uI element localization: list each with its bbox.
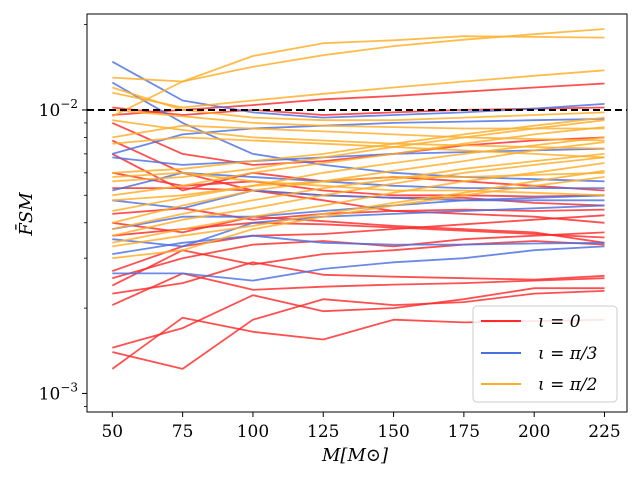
x-tick-label: 225 [588, 422, 620, 442]
series-line-iota_pi3-20 [112, 204, 605, 248]
plot-frame [86, 13, 628, 413]
x-tick-label: 175 [448, 422, 480, 442]
series-line-iota_0-16 [112, 82, 605, 116]
series-line-iota_0-5 [111, 240, 605, 287]
series-line-iota_pi3-25 [112, 118, 605, 155]
x-axis-label: M[M⊙] [321, 445, 389, 466]
series-line-iota_pi2-47 [112, 171, 605, 202]
series-line-iota_pi2-39 [112, 124, 605, 142]
x-tick-label: 150 [377, 422, 409, 442]
x-tick-label: 50 [101, 422, 123, 442]
series-line-iota_0-3 [111, 272, 605, 306]
series-line-iota_pi2-29 [112, 169, 605, 248]
y-tick-label: 10−2 [39, 97, 78, 121]
series-line-iota_0-1 [112, 287, 605, 349]
legend-label-iota-pi2: ι = π/2 [538, 375, 597, 395]
series-line-iota_pi2-35 [112, 126, 605, 197]
y-axis-ticks: 10−2 10−3 [39, 24, 87, 407]
series-layer [111, 28, 605, 370]
series-line-iota_0-4 [112, 261, 605, 295]
legend-label-iota-pi3: ι = π/3 [538, 344, 597, 364]
series-line-iota_pi2-45 [111, 35, 605, 118]
series-line-iota_0-12 [112, 171, 605, 198]
series-line-iota_0-15 [111, 122, 605, 166]
series-line-iota_0-8 [112, 221, 605, 239]
series-line-iota_0-7 [112, 214, 605, 272]
legend-label-iota-0: ι = 0 [538, 312, 581, 332]
series-line-iota_pi2-43 [112, 86, 605, 122]
y-axis-label: F̄SM [14, 192, 37, 237]
series-line-iota_pi2-33 [112, 141, 605, 224]
series-line-iota_pi2-31 [112, 156, 605, 237]
series-line-iota_pi2-44 [112, 28, 605, 83]
series-line-iota_pi3-26 [111, 81, 605, 183]
series-line-iota_pi3-22 [112, 189, 605, 210]
legend: ι = 0 ι = π/3 ι = π/2 [472, 305, 618, 403]
series-line-iota_pi2-28 [112, 176, 605, 260]
series-line-iota_pi3-24 [112, 147, 605, 166]
x-tick-label: 200 [518, 422, 550, 442]
series-line-iota_0-10 [112, 207, 605, 221]
series-line-iota_pi2-41 [112, 109, 605, 130]
y-tick-label: 10−3 [39, 380, 78, 404]
series-line-iota_pi2-46 [112, 171, 605, 197]
x-axis-ticks: 50 75 100 125 150 175 200 225 [101, 412, 621, 442]
series-line-iota_pi2-40 [112, 119, 605, 150]
x-tick-label: 125 [307, 422, 339, 442]
x-tick-label: 75 [172, 422, 194, 442]
series-line-iota_0-2 [112, 290, 605, 370]
series-line-iota_pi2-30 [112, 162, 605, 244]
x-tick-label: 100 [237, 422, 269, 442]
series-line-iota_0-9 [112, 215, 605, 244]
series-line-iota_pi2-38 [112, 136, 605, 159]
series-line-iota_pi3-18 [112, 245, 605, 282]
series-line-iota_pi2-36 [112, 119, 605, 183]
series-line-iota_pi2-32 [112, 153, 605, 230]
legend-box [472, 305, 618, 403]
series-line-iota_pi2-37 [112, 116, 605, 174]
series-line-iota_pi2-42 [112, 69, 605, 109]
